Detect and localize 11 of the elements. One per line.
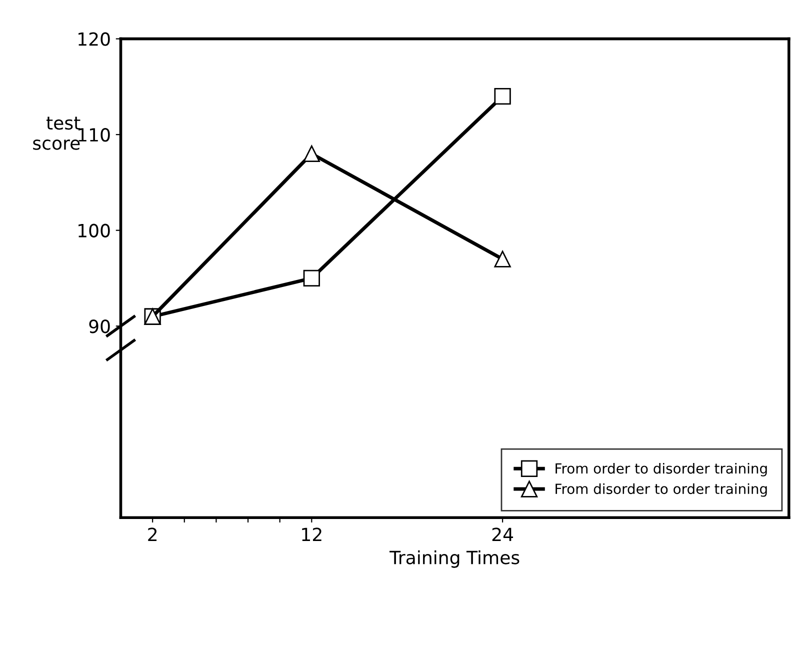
y-axis-title: test score bbox=[33, 116, 80, 150]
x-tick-label: 24 bbox=[492, 528, 514, 542]
y-tick-label: 100 bbox=[78, 224, 110, 238]
y-tick-label: 90 bbox=[89, 320, 110, 334]
legend-label: From order to disorder training bbox=[556, 462, 767, 476]
x-axis-title: Training Times bbox=[389, 550, 520, 568]
y-tick-label: 110 bbox=[78, 128, 110, 142]
y-tick-label: 120 bbox=[78, 32, 110, 46]
x-tick-label: 12 bbox=[302, 528, 322, 542]
x-tick-label: 2 bbox=[148, 528, 156, 542]
legend-label: From disorder to order training bbox=[556, 483, 767, 497]
